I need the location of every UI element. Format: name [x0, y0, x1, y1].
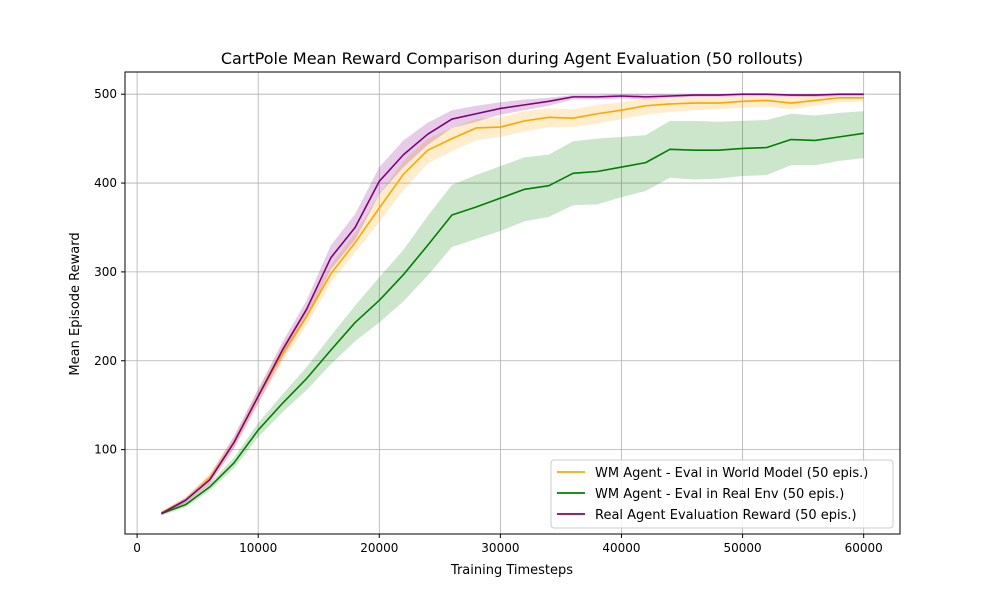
- x-tick-label: 50000: [723, 541, 761, 555]
- legend: WM Agent - Eval in World Model (50 epis.…: [550, 459, 894, 529]
- series-line: [160, 93, 864, 515]
- x-tick-label: 60000: [845, 541, 883, 555]
- x-tick-label: 10000: [239, 541, 277, 555]
- chart-title: CartPole Mean Reward Comparison during A…: [221, 49, 803, 68]
- series-line: [160, 96, 864, 514]
- x-tick-label: 40000: [602, 541, 640, 555]
- series-lines: [160, 93, 864, 515]
- legend-label: WM Agent - Eval in World Model (50 epis.…: [595, 466, 868, 481]
- plot-frame: [124, 71, 901, 535]
- x-axis-label: Training Timesteps: [450, 563, 573, 578]
- legend-box: [550, 459, 894, 529]
- y-axis-label: Mean Episode Reward: [68, 232, 83, 375]
- series-line: [161, 132, 864, 515]
- legend-label: Real Agent Evaluation Reward (50 epis.): [595, 508, 857, 523]
- y-tick-label: 100: [94, 443, 117, 457]
- x-tick-label: 20000: [360, 541, 398, 555]
- series-band: [161, 111, 864, 516]
- y-tick-label: 500: [94, 87, 117, 101]
- x-tick-label: 0: [133, 541, 141, 555]
- confidence-bands: [161, 94, 864, 516]
- axis-ticks: 0 10000 20000 30000 40000 50000 60000 100 200 300…: [94, 87, 883, 555]
- legend-label: WM Agent - Eval in Real Env (50 epis.): [595, 487, 844, 502]
- x-tick-label: 30000: [481, 541, 519, 555]
- y-tick-label: 300: [94, 265, 117, 279]
- y-tick-label: 400: [94, 176, 117, 190]
- y-tick-label: 200: [94, 354, 117, 368]
